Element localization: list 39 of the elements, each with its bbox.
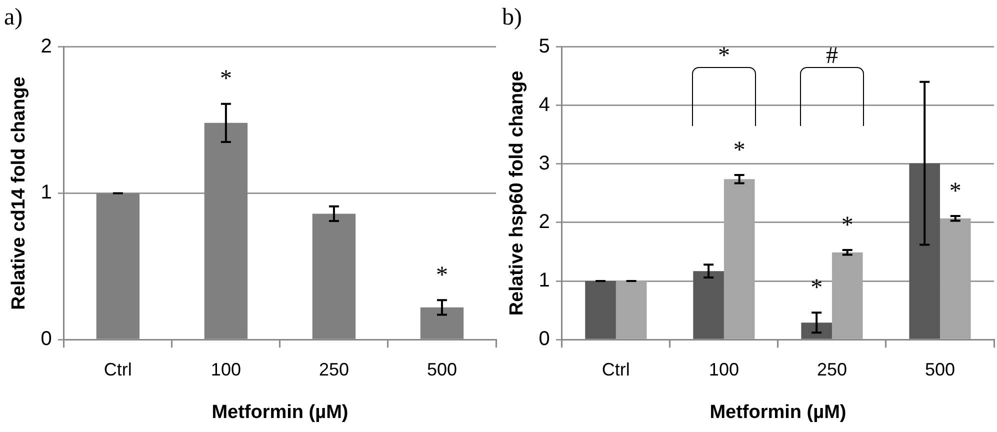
y-tick-label: 3 (538, 152, 550, 174)
x-tick-label: Ctrl (602, 359, 630, 380)
y-tick-label: 1 (538, 270, 550, 292)
annotation: * (810, 274, 823, 301)
bar (585, 281, 616, 339)
bar (693, 271, 724, 339)
y-tick-label: 1 (40, 182, 52, 204)
y-tick-label: 2 (40, 35, 52, 58)
y-tick-label: 0 (40, 328, 52, 350)
y-tick-label: 4 (538, 94, 550, 116)
bar (616, 281, 647, 339)
annotation: * (436, 262, 448, 288)
x-tick-label: 100 (210, 359, 241, 380)
x-tick-label: 100 (708, 359, 739, 380)
chart-title: a) (4, 4, 23, 31)
y-tick-label: 5 (538, 35, 550, 58)
x-tick-label: 500 (924, 359, 956, 380)
chart-title: b) (502, 4, 522, 31)
annotation: * (949, 178, 962, 204)
x-tick-label: 500 (426, 359, 458, 380)
y-axis-title: Relative hsp60 fold change (506, 70, 528, 316)
annotation: * (733, 137, 746, 164)
bar (724, 179, 755, 339)
bar (909, 163, 940, 339)
x-tick-label: 250 (318, 359, 349, 380)
bar (940, 218, 971, 339)
x-tick-label: Ctrl (104, 359, 132, 380)
x-axis-title: Metformin (µM) (212, 402, 348, 423)
annotation: * (220, 66, 232, 92)
annotation: * (718, 43, 730, 70)
bar (801, 322, 832, 339)
annotation: * (841, 212, 854, 238)
y-tick-label: 0 (538, 328, 550, 350)
y-axis-title: Relative cd14 fold change (8, 76, 30, 310)
annotation: # (826, 43, 838, 70)
x-axis-title: Metformin (µM) (710, 402, 846, 423)
x-tick-label: 250 (816, 359, 847, 380)
y-tick-label: 2 (538, 210, 550, 233)
bar (832, 252, 863, 339)
